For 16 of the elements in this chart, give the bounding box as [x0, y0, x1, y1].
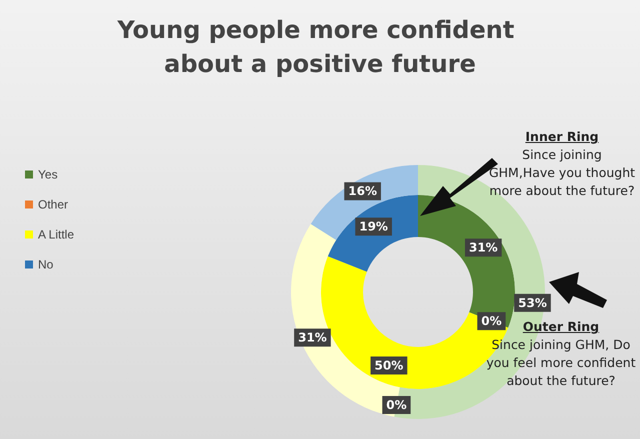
text: Outer Ring — [522, 319, 600, 334]
legend-label: Yes — [38, 168, 58, 182]
data-label: 16% — [348, 184, 377, 198]
text: 0% — [481, 314, 502, 328]
data-label: 50% — [374, 358, 404, 372]
legend-label: A Little — [38, 228, 74, 242]
text: Since joining GHM,Have you thought more about the future? — [488, 146, 636, 200]
chart-title: Young people more confident about a positive future — [116, 16, 523, 78]
data-label: 31% — [298, 330, 327, 345]
text: Inner Ring — [525, 129, 599, 144]
data-label: 31% — [468, 240, 498, 255]
legend-label: Other — [38, 198, 68, 212]
text: 0% — [386, 398, 407, 412]
legend-label: No — [38, 258, 54, 272]
data-label: 53% — [518, 296, 547, 310]
data-label: 19% — [359, 220, 388, 234]
